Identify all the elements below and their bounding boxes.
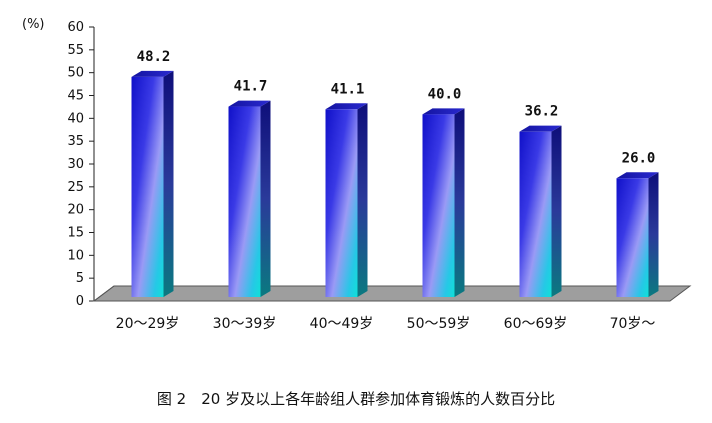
y-tick-label: 30	[67, 157, 84, 172]
y-unit-label: (%)	[22, 17, 45, 32]
x-tick-label: 30～39岁	[213, 316, 277, 332]
x-tick-label: 70岁～	[610, 316, 656, 332]
x-tick-label: 20～29岁	[116, 316, 180, 332]
x-tick-label: 60～69岁	[504, 316, 568, 332]
bar-top	[616, 172, 659, 179]
bar-side	[357, 103, 368, 297]
y-tick-label: 45	[67, 89, 84, 104]
data-label: 41.1	[331, 81, 365, 97]
bar-top	[519, 125, 562, 132]
data-label: 40.0	[428, 86, 462, 102]
x-tick-label: 50～59岁	[407, 316, 471, 332]
bar	[325, 103, 368, 297]
floor-plane	[92, 285, 692, 302]
y-tick-label: 50	[67, 66, 84, 81]
bar-side	[163, 70, 174, 298]
bar-front	[325, 109, 358, 297]
bar	[131, 70, 174, 298]
bar	[422, 108, 465, 297]
bar-front	[131, 76, 164, 298]
bar-side	[454, 108, 465, 297]
y-tick-label: 55	[67, 43, 84, 58]
y-axis	[89, 26, 95, 302]
bar-front	[228, 106, 261, 297]
y-tick-label: 15	[67, 226, 84, 241]
data-label: 41.7	[234, 79, 268, 95]
bar-top	[131, 70, 174, 77]
bar-side	[551, 125, 562, 297]
labels: (%) 0 5 10 15 20 25 30 35 40 45 50 55 60 48.2 20～29岁 41.…	[22, 17, 655, 332]
y-tick-label: 20	[67, 203, 84, 218]
bar	[616, 172, 659, 297]
bar-front	[616, 178, 649, 297]
data-label: 48.2	[137, 49, 171, 65]
y-tick-label: 60	[67, 20, 84, 35]
bar-front	[519, 131, 552, 297]
chart-floor	[92, 285, 692, 302]
bar-top	[422, 108, 465, 115]
y-tick-label: 25	[67, 180, 84, 195]
bar	[519, 125, 562, 297]
bar-front	[422, 114, 455, 297]
bar-top	[325, 103, 368, 110]
y-tick-label: 0	[76, 294, 84, 309]
x-tick-label: 40～49岁	[310, 316, 374, 332]
y-tick-label: 35	[67, 134, 84, 149]
figure-caption: 图 2 20 岁及以上各年龄组人群参加体育锻炼的人数百分比	[156, 390, 556, 408]
bar-side	[260, 100, 271, 297]
data-label: 36.2	[525, 104, 559, 120]
y-tick-label: 10	[67, 248, 84, 263]
bars	[131, 70, 659, 298]
y-tick-label: 5	[76, 271, 84, 286]
floor-edge	[93, 285, 115, 302]
data-label: 26.0	[622, 150, 656, 166]
bar-side	[648, 172, 659, 297]
bar	[228, 100, 271, 297]
bar-top	[228, 100, 271, 107]
y-tick-label: 40	[67, 111, 84, 126]
